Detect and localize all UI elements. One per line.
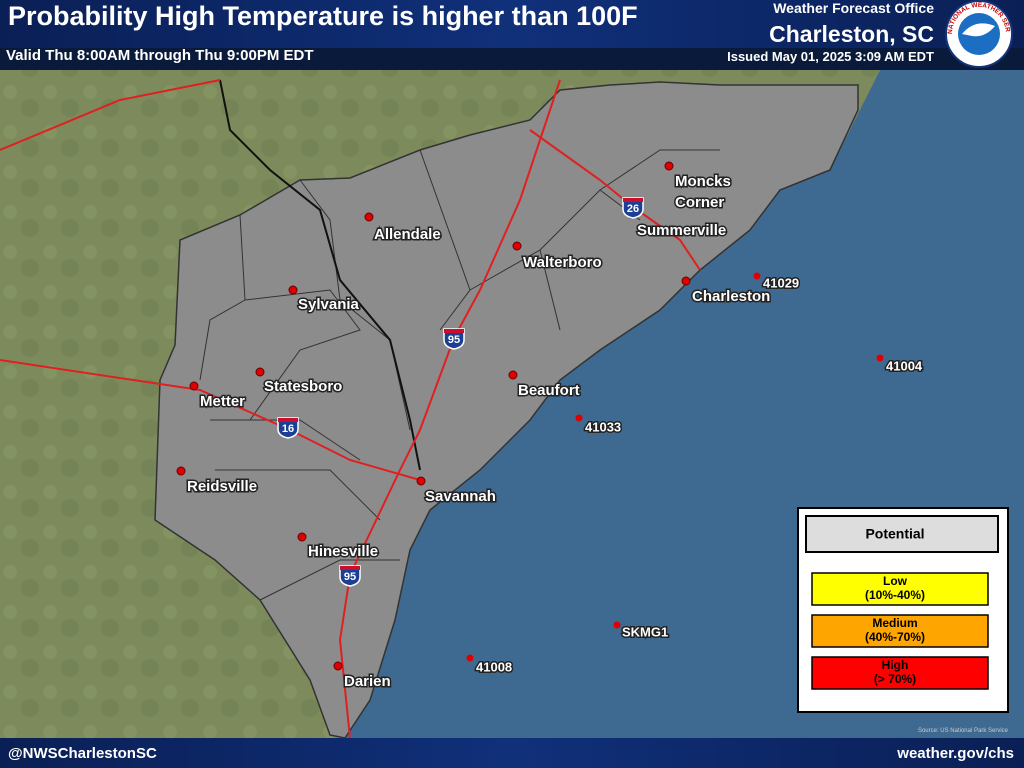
city-label: Savannah [425, 488, 496, 505]
legend-label: Medium [872, 616, 917, 630]
legend-swatch [811, 614, 989, 648]
buoy-label: 41004 [886, 358, 923, 373]
county-lines [199, 149, 720, 601]
city-dot [255, 367, 265, 377]
location: Charleston, SC [769, 21, 934, 47]
city-label: Darien [344, 673, 391, 690]
interstate-shield [443, 328, 465, 350]
footer-right: weather.gov/chs [896, 745, 1014, 762]
city-label: Corner [675, 194, 724, 211]
interstate-shield [277, 417, 299, 439]
shield-top [278, 418, 298, 422]
city-label: Reidsville [187, 478, 257, 495]
interstate-label: 26 [627, 203, 639, 215]
city-label: Beaufort [518, 382, 580, 399]
subheader-bar [0, 48, 1024, 70]
legend-range: (40%-70%) [865, 630, 925, 644]
interstate-shield [622, 197, 644, 219]
footer-left: @NWSCharlestonSC [8, 745, 157, 762]
city-dot [681, 276, 691, 286]
interstate-label: 16 [282, 423, 294, 435]
shield-top [623, 198, 643, 202]
buoy-dot [876, 354, 884, 362]
buoy-dot [613, 621, 621, 629]
city-label: Statesboro [264, 378, 342, 395]
city-dot [176, 466, 186, 476]
interstate-label: 95 [448, 334, 460, 346]
shield-top [340, 566, 360, 570]
issued: Issued May 01, 2025 3:09 AM EDT [727, 49, 934, 64]
shield-top [444, 329, 464, 333]
footer-bar [0, 738, 1024, 768]
office: Weather Forecast Office [773, 0, 934, 16]
city-dot [664, 161, 674, 171]
city-dot [416, 476, 426, 486]
city-label: Walterboro [523, 254, 602, 271]
city-dot [508, 370, 518, 380]
legend-label: Low [883, 574, 908, 588]
legend-range: (> 70%) [874, 672, 916, 686]
buoy-label: 41033 [585, 419, 621, 434]
city-label: Charleston [692, 288, 770, 305]
city-label: Moncks [675, 173, 731, 190]
buoy-label: SKMG1 [622, 624, 668, 639]
legend-title: Potential [865, 526, 924, 542]
valid-time: Valid Thu 8:00AM through Thu 9:00PM EDT [6, 47, 314, 64]
city-label: Allendale [374, 226, 441, 243]
buoy-dot [575, 414, 583, 422]
legend-swatch [811, 572, 989, 606]
city-dot [364, 212, 374, 222]
state-line [219, 79, 421, 471]
city-dot [288, 285, 298, 295]
interstate-shield [339, 565, 361, 587]
city-label: Metter [200, 393, 245, 410]
source: Source: US National Park Service [918, 728, 1009, 734]
city-label: Summerville [637, 222, 726, 239]
buoy-dot [753, 272, 761, 280]
title: Probability High Temperature is higher t… [8, 1, 638, 31]
buoy-label: 41008 [476, 659, 512, 674]
legend-label: High [882, 658, 909, 672]
city-dot [333, 661, 343, 671]
legend-range: (10%-40%) [865, 588, 925, 602]
city-dot [189, 381, 199, 391]
buoy-label: 41029 [763, 275, 799, 290]
city-label: Hinesville [308, 543, 378, 560]
city-dot [297, 532, 307, 542]
buoy-dot [466, 654, 474, 662]
city-dot [512, 241, 522, 251]
legend-swatch [811, 656, 989, 690]
city-label: Sylvania [298, 296, 360, 313]
interstate-label: 95 [344, 571, 356, 583]
header-bar [0, 0, 1024, 48]
